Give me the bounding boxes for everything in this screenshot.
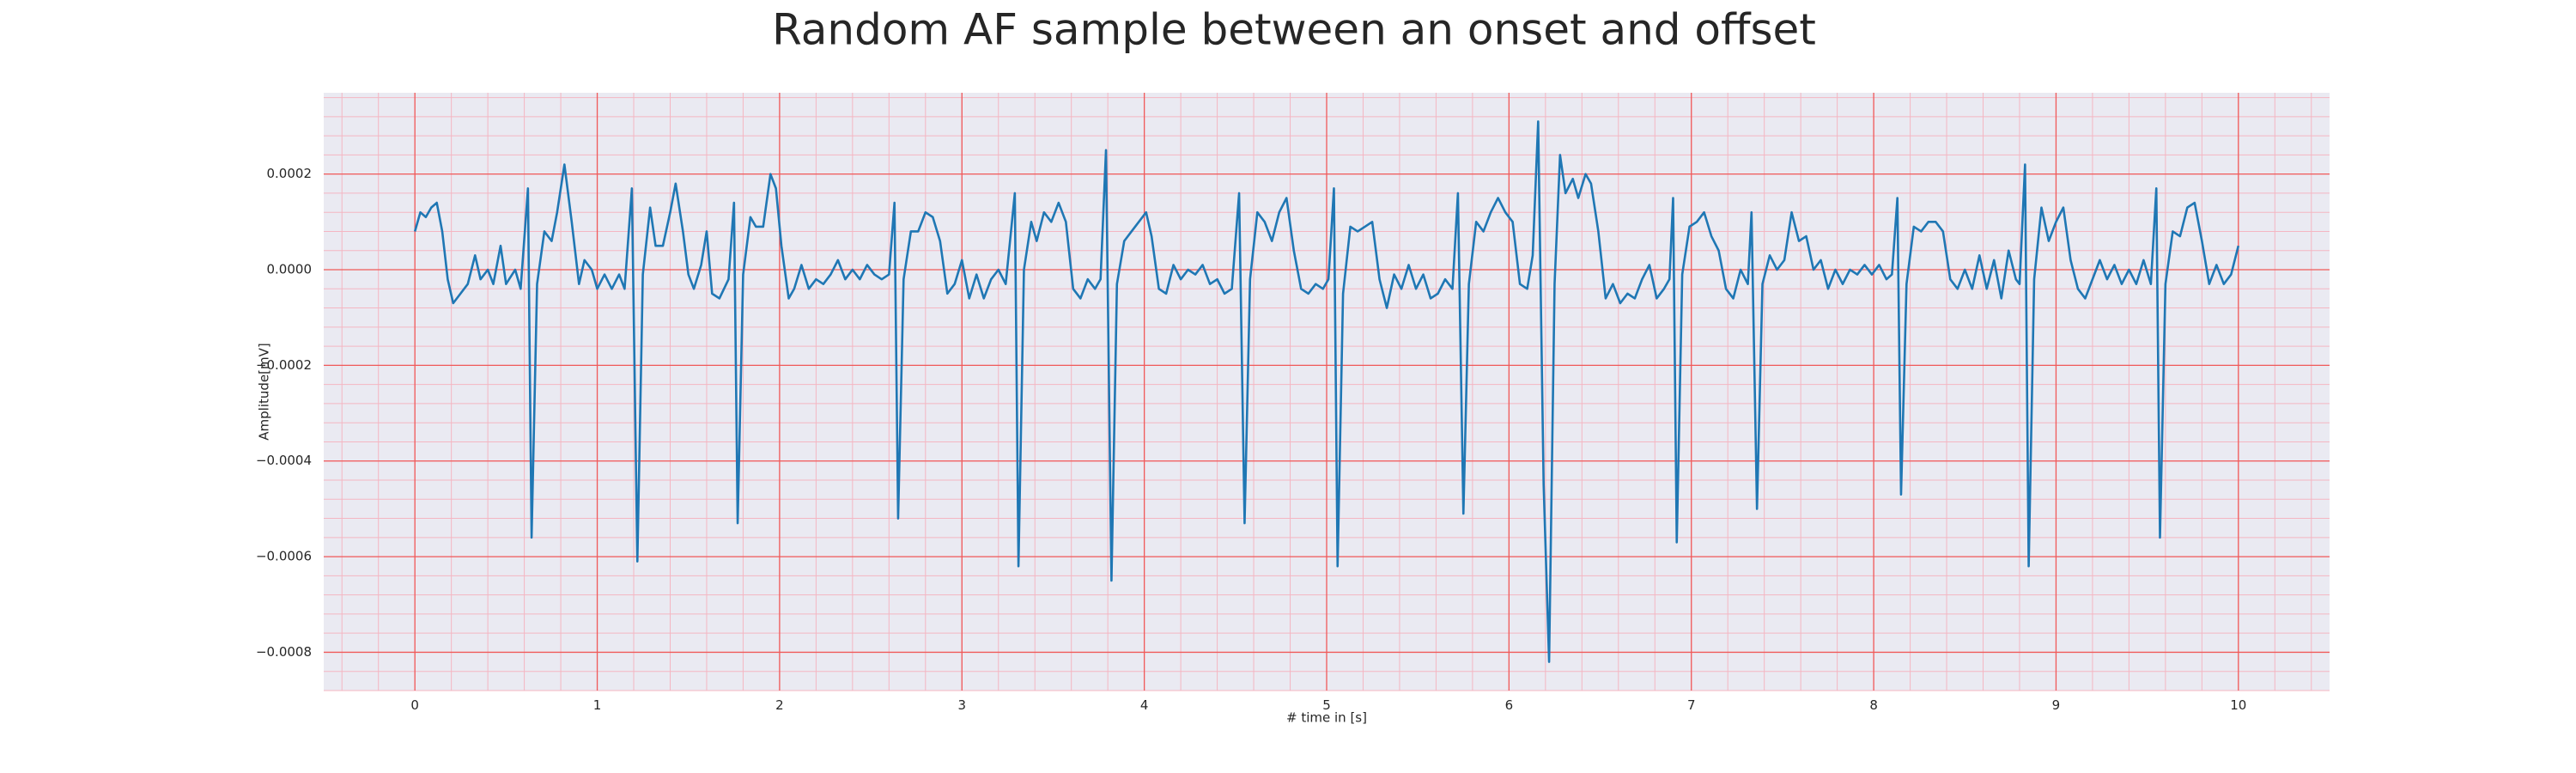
x-tick-label: 5 (1322, 697, 1331, 713)
y-tick-label: −0.0008 (256, 644, 312, 660)
signal-line (413, 120, 2240, 663)
y-tick-label: 0.0002 (267, 166, 313, 181)
y-axis-label: Amplitude[mV] (257, 343, 272, 440)
y-tick-label: 0.0000 (267, 262, 313, 277)
x-tick-label: 10 (2230, 697, 2246, 713)
x-tick-label: 9 (2052, 697, 2061, 713)
x-tick-label: 4 (1140, 697, 1149, 713)
x-tick-label: 1 (593, 697, 602, 713)
x-tick-label: 3 (957, 697, 966, 713)
y-tick-label: −0.0006 (256, 549, 312, 564)
x-tick-label: 7 (1687, 697, 1696, 713)
x-tick-label: 8 (1869, 697, 1878, 713)
x-tick-label: 6 (1505, 697, 1514, 713)
x-tick-label: 2 (775, 697, 784, 713)
y-tick-label: −0.0004 (256, 453, 312, 468)
x-axis-label: # time in [s] (1286, 710, 1367, 726)
x-tick-label: 0 (410, 697, 419, 713)
y-tick-label: −0.0002 (256, 357, 312, 373)
chart-title: Random AF sample between an onset and of… (772, 5, 1816, 55)
